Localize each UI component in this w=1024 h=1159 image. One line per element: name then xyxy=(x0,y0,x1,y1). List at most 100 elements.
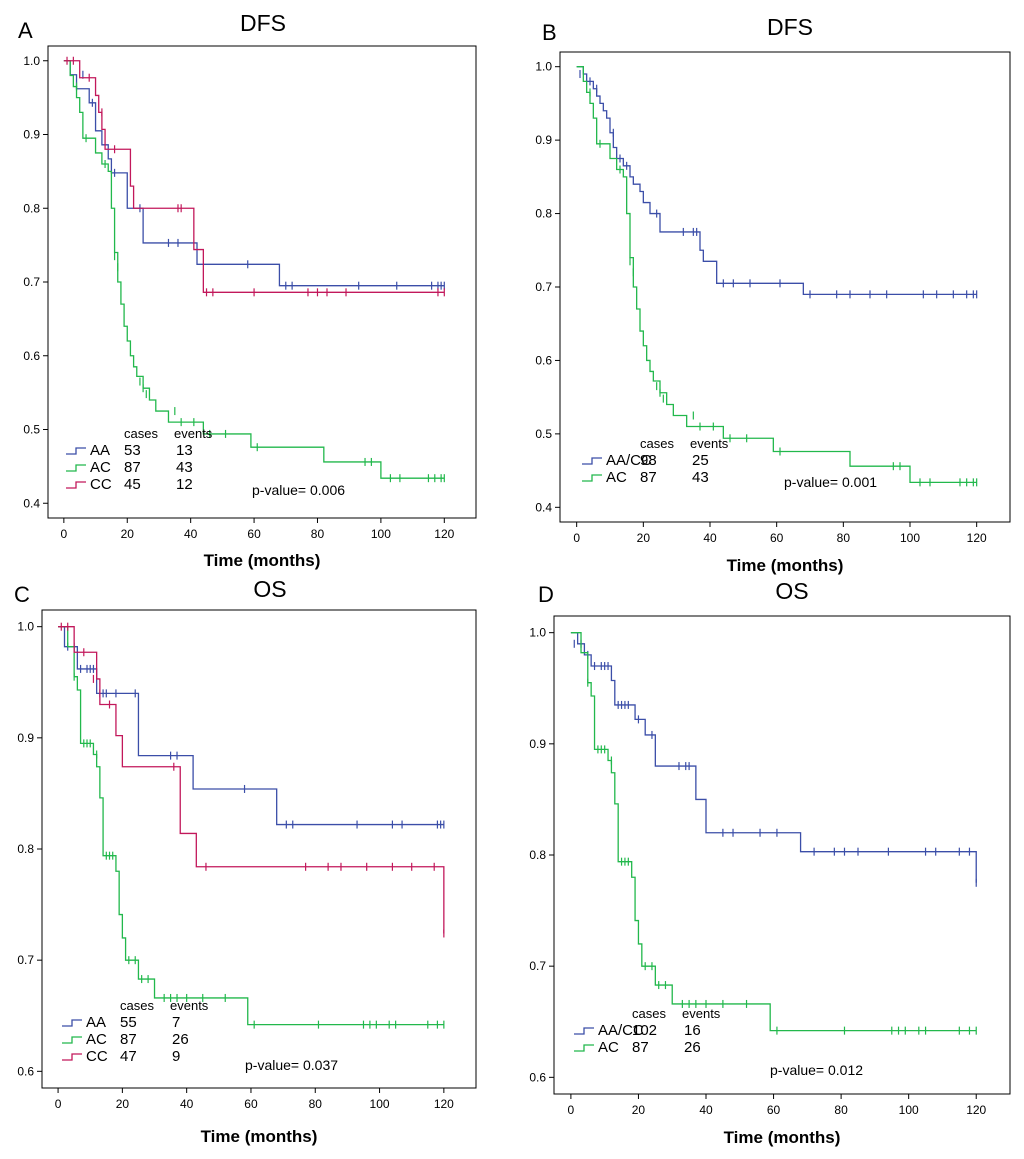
legend-swatch xyxy=(66,447,86,455)
y-tick-label: 1.0 xyxy=(535,60,552,74)
p-value: p-value= 0.012 xyxy=(770,1062,863,1078)
legend-swatch xyxy=(62,1053,82,1061)
x-tick-label: 60 xyxy=(767,1103,781,1117)
x-tick-label: 40 xyxy=(184,527,198,541)
survival-curve-aa xyxy=(58,626,444,826)
legend-header-events: events xyxy=(174,426,213,441)
plot-frame xyxy=(41,609,477,1089)
panel-letter: D xyxy=(538,582,554,607)
legend-events: 12 xyxy=(176,476,193,493)
y-tick-label: 0.9 xyxy=(17,731,34,745)
y-tick-label: 0.5 xyxy=(23,423,40,437)
survival-curve-ac xyxy=(63,60,445,479)
legend-header-events: events xyxy=(170,998,209,1013)
km-chart-os-combined: 0 20 40 60 80 100 120 0.6 0.7 0.8 0.9 1.0 Time (mont… xyxy=(529,615,1011,1147)
panel-letter: A xyxy=(18,18,33,43)
legend-header-events: events xyxy=(690,436,729,451)
y-tick-label: 0.4 xyxy=(23,496,40,510)
y-tick-label: 0.6 xyxy=(535,353,552,367)
legend-header-cases: cases xyxy=(124,426,158,441)
legend-cases: 55 xyxy=(120,1014,137,1031)
legend-header-events: events xyxy=(682,1006,721,1021)
legend-events: 13 xyxy=(176,442,193,459)
chart-title: DFS xyxy=(767,14,813,40)
legend-series-name: AC xyxy=(90,459,111,476)
y-tick-label: 0.9 xyxy=(535,133,552,147)
x-tick-label: 120 xyxy=(967,531,987,545)
survival-curve-cc xyxy=(58,626,445,934)
legend-swatch xyxy=(62,1019,82,1027)
y-tick-label: 0.8 xyxy=(23,201,40,215)
legend-swatch xyxy=(574,1044,594,1052)
y-tick-label: 1.0 xyxy=(529,626,546,640)
km-chart-dfs-combined: 0 20 40 60 80 100 120 0.4 0.5 0.6 0.7 0.8 0.9 1.0 Time… xyxy=(535,51,1011,575)
x-tick-label: 20 xyxy=(632,1103,646,1117)
x-tick-label: 20 xyxy=(637,531,651,545)
x-tick-label: 100 xyxy=(900,531,920,545)
y-tick-label: 1.0 xyxy=(17,620,34,634)
chart-title: OS xyxy=(253,576,287,602)
legend-header-cases: cases xyxy=(640,436,674,451)
x-tick-label: 0 xyxy=(568,1103,575,1117)
p-value: p-value= 0.037 xyxy=(245,1057,338,1073)
x-tick-label: 80 xyxy=(837,531,851,545)
legend-cases: 87 xyxy=(640,469,657,486)
x-tick-label: 100 xyxy=(370,1097,390,1111)
x-axis-label: Time (months) xyxy=(204,551,321,570)
x-axis-label: Time (months) xyxy=(724,1128,841,1147)
survival-curve-aa-cc xyxy=(576,66,977,295)
legend-events: 16 xyxy=(684,1022,701,1039)
chart-title: OS xyxy=(775,578,809,604)
survival-curve-ac xyxy=(570,632,977,1032)
y-tick-label: 0.8 xyxy=(529,848,546,862)
legend-header-cases: cases xyxy=(120,998,154,1013)
x-tick-label: 60 xyxy=(244,1097,258,1111)
x-tick-label: 100 xyxy=(371,527,391,541)
legend-events: 7 xyxy=(172,1014,180,1031)
chart-title: DFS xyxy=(240,10,286,36)
legend-events: 43 xyxy=(692,469,709,486)
legend-events: 26 xyxy=(684,1039,701,1056)
y-tick-label: 0.9 xyxy=(23,128,40,142)
legend-cases: 87 xyxy=(120,1031,137,1048)
y-tick-label: 0.7 xyxy=(17,953,34,967)
legend-events: 25 xyxy=(692,452,709,469)
panel-letter: C xyxy=(14,582,30,607)
x-tick-label: 120 xyxy=(434,527,454,541)
x-tick-label: 60 xyxy=(247,527,261,541)
legend-cases: 98 xyxy=(640,452,657,469)
panel-a: A DFS 0 20 40 60 80 100 120 0.4 0.5 0.6 0.7 0.8 0.9 1… xyxy=(0,0,512,580)
x-axis-label: Time (months) xyxy=(201,1127,318,1146)
km-chart-dfs-genotype: 0 20 40 60 80 100 120 0.4 0.5 0.6 0.7 0.8 0.9 1.0 Time… xyxy=(23,45,477,570)
y-tick-label: 0.7 xyxy=(529,959,546,973)
x-tick-label: 40 xyxy=(703,531,717,545)
legend-series-name: AC xyxy=(606,469,627,486)
survival-curve-ac xyxy=(58,626,444,1026)
x-tick-label: 80 xyxy=(834,1103,848,1117)
legend-swatch xyxy=(574,1027,594,1035)
x-tick-label: 80 xyxy=(309,1097,323,1111)
x-tick-label: 40 xyxy=(699,1103,713,1117)
legend-cases: 102 xyxy=(632,1022,657,1039)
legend-swatch xyxy=(582,474,602,482)
x-tick-label: 100 xyxy=(899,1103,919,1117)
y-tick-label: 0.9 xyxy=(529,737,546,751)
km-chart-os-genotype: 0 20 40 60 80 100 120 0.6 0.7 0.8 0.9 1.0 Time (mont… xyxy=(17,609,477,1146)
x-tick-label: 120 xyxy=(434,1097,454,1111)
legend-series-name: AA/CC xyxy=(606,452,652,469)
legend-header-cases: cases xyxy=(632,1006,666,1021)
legend-swatch xyxy=(66,481,86,489)
y-tick-label: 0.5 xyxy=(535,427,552,441)
x-tick-label: 20 xyxy=(121,527,135,541)
panel-c: C OS 0 20 40 60 80 100 120 0.6 0.7 0.8 0.9 1.0 Time … xyxy=(0,576,512,1159)
y-tick-label: 0.4 xyxy=(535,500,552,514)
legend-cases: 53 xyxy=(124,442,141,459)
y-tick-label: 0.8 xyxy=(17,842,34,856)
legend-events: 26 xyxy=(172,1031,189,1048)
survival-curve-cc xyxy=(63,60,445,293)
x-tick-label: 0 xyxy=(573,531,580,545)
legend-series-name: AC xyxy=(86,1031,107,1048)
panel-letter: B xyxy=(542,20,557,45)
survival-curve-ac xyxy=(576,66,977,483)
legend-swatch xyxy=(62,1036,82,1044)
